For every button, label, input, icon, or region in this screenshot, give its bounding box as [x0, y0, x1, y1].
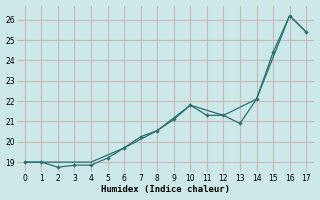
X-axis label: Humidex (Indice chaleur): Humidex (Indice chaleur) — [101, 185, 230, 194]
